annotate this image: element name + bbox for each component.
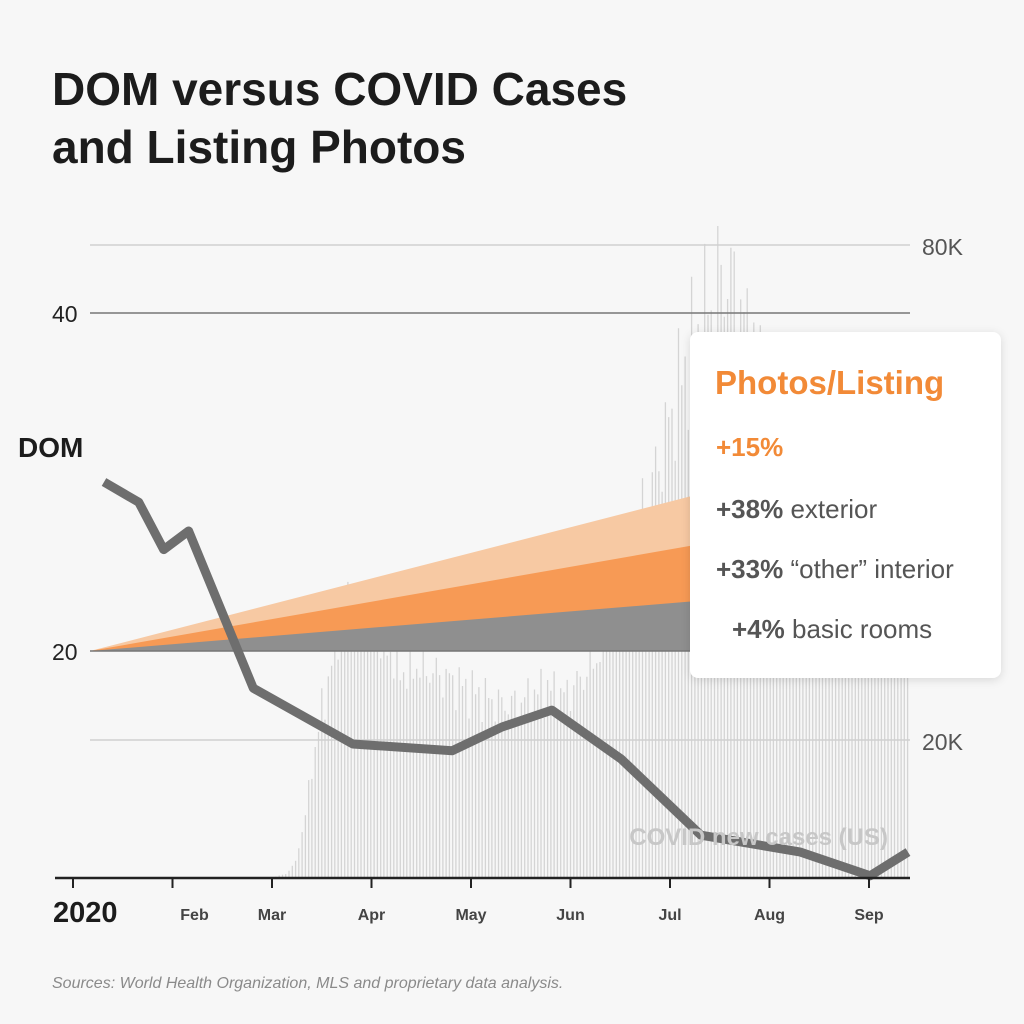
legend-title: Photos/Listing: [715, 364, 945, 401]
x-tick-label: Jun: [556, 907, 584, 924]
sources-note: Sources: World Health Organization, MLS …: [52, 975, 564, 992]
year-label: 2020: [53, 897, 118, 929]
photos-legend-card: Photos/Listing +15% +38% exterior +33% “…: [690, 332, 1001, 678]
x-tick-label: May: [455, 907, 486, 924]
chart-title: DOM versus COVID Cases and Listing Photo…: [52, 60, 752, 176]
legend-label: exterior: [790, 494, 878, 524]
x-tick-label: Mar: [258, 907, 286, 924]
legend-value: +38%: [716, 494, 784, 524]
right-tick-20k: 20K: [922, 729, 964, 755]
title-line-1: DOM versus COVID Cases: [52, 63, 628, 115]
title-line-2: and Listing Photos: [52, 121, 466, 173]
dom-axis-label: DOM: [18, 432, 83, 463]
covid-series-label: COVID new cases (US): [629, 824, 888, 851]
legend-label: basic rooms: [792, 614, 933, 644]
x-tick-label: Aug: [754, 907, 785, 924]
legend-value: +33%: [716, 554, 784, 584]
x-tick-label: Sep: [854, 907, 884, 924]
legend-item-other-interior: +33% “other” interior: [716, 554, 954, 585]
dom-line: [101, 478, 911, 881]
x-axis-ticks: Feb Mar Apr May Jun Jul Aug Sep: [72, 878, 884, 924]
legend-item-exterior: +38% exterior: [716, 494, 877, 525]
x-tick-label: Apr: [358, 907, 386, 924]
legend-label: “other” interior: [790, 554, 954, 584]
right-tick-80k: 80K: [922, 234, 964, 260]
x-tick-label: Jul: [658, 907, 681, 924]
y-tick-40: 40: [52, 301, 78, 327]
legend-item-basic-rooms: +4% basic rooms: [732, 614, 932, 645]
y-tick-20: 20: [52, 639, 78, 665]
legend-total: +15%: [716, 432, 784, 462]
x-tick-label: Feb: [180, 907, 209, 924]
legend-value: +4%: [732, 614, 785, 644]
